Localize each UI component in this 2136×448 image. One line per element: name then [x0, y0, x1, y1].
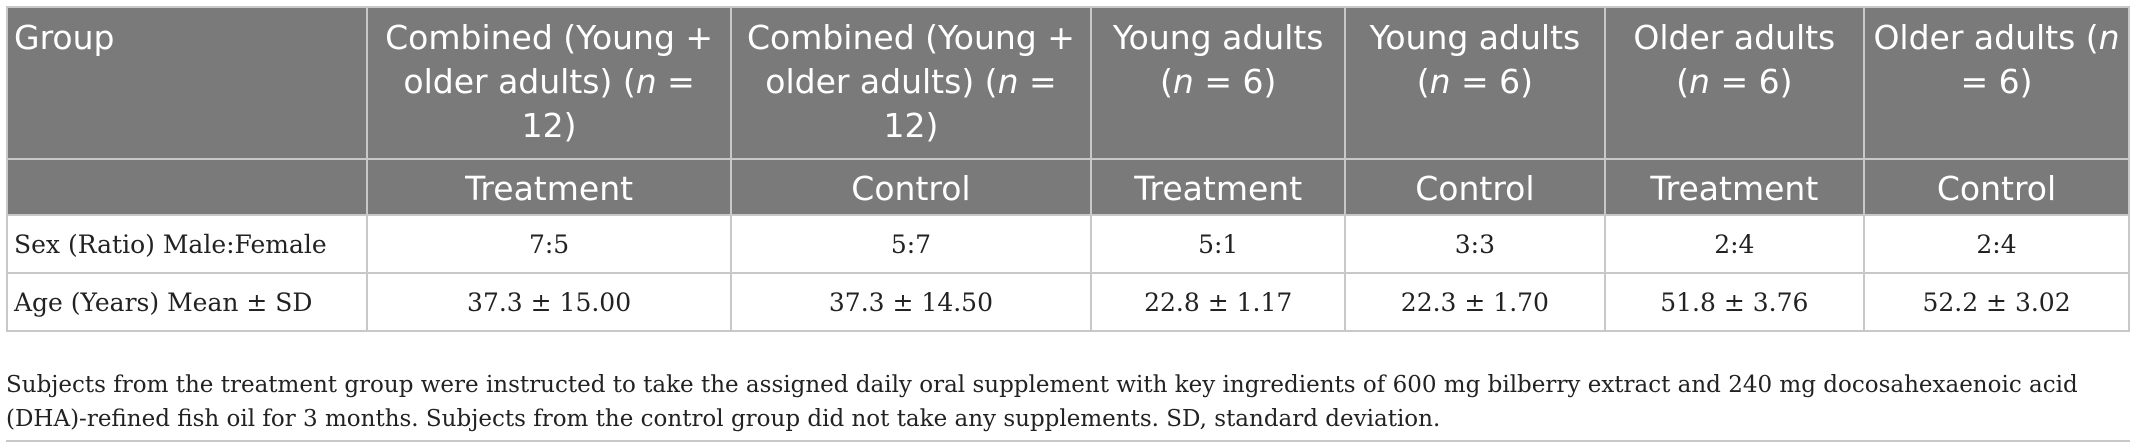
header-cell-group: Group — [5, 6, 369, 160]
header-cell-combined-control: Combined (Young + older adults) (n = 12) — [729, 6, 1093, 160]
table-row-age: Age (Years) Mean ± SD 37.3 ± 15.00 37.3 … — [5, 272, 2130, 332]
table-cell: 5:1 — [1090, 214, 1347, 274]
header-row-groups: Group Combined (Young + older adults) (n… — [5, 6, 2130, 160]
table-row-sex: Sex (Ratio) Male:Female 7:5 5:7 5:1 3:3 … — [5, 214, 2130, 274]
header-cell-older-treatment: Older adults (n = 6) — [1603, 6, 1866, 160]
header-cell-young-treatment: Young adults (n = 6) — [1090, 6, 1347, 160]
row-label: Age (Years) Mean ± SD — [5, 272, 369, 332]
table-cell: 22.8 ± 1.17 — [1090, 272, 1347, 332]
header-cell-treatment: Treatment — [366, 158, 732, 216]
header-cell-control: Control — [1863, 158, 2130, 216]
table-cell: 3:3 — [1344, 214, 1606, 274]
table-cell: 37.3 ± 14.50 — [729, 272, 1093, 332]
table-cell: 37.3 ± 15.00 — [366, 272, 732, 332]
bottom-divider — [6, 440, 2130, 442]
header-cell-combined-treatment: Combined (Young + older adults) (n = 12) — [366, 6, 732, 160]
header-cell-empty — [5, 158, 369, 216]
table-cell: 7:5 — [366, 214, 732, 274]
table-container: Group Combined (Young + older adults) (n… — [5, 6, 2130, 332]
header-cell-treatment: Treatment — [1090, 158, 1347, 216]
table-cell: 22.3 ± 1.70 — [1344, 272, 1606, 332]
header-cell-treatment: Treatment — [1603, 158, 1866, 216]
table-cell: 51.8 ± 3.76 — [1603, 272, 1866, 332]
table-footnote: Subjects from the treatment group were i… — [6, 372, 2078, 432]
table-cell: 2:4 — [1863, 214, 2130, 274]
table-cell: 2:4 — [1603, 214, 1866, 274]
header-cell-control: Control — [1344, 158, 1606, 216]
header-row-conditions: Treatment Control Treatment Control Trea… — [5, 158, 2130, 216]
table-cell: 5:7 — [729, 214, 1093, 274]
header-cell-control: Control — [729, 158, 1093, 216]
header-cell-older-control: Older adults (n = 6) — [1863, 6, 2130, 160]
table-cell: 52.2 ± 3.02 — [1863, 272, 2130, 332]
row-label: Sex (Ratio) Male:Female — [5, 214, 369, 274]
demographics-table: Group Combined (Young + older adults) (n… — [5, 6, 2130, 332]
header-cell-young-control: Young adults (n = 6) — [1344, 6, 1606, 160]
